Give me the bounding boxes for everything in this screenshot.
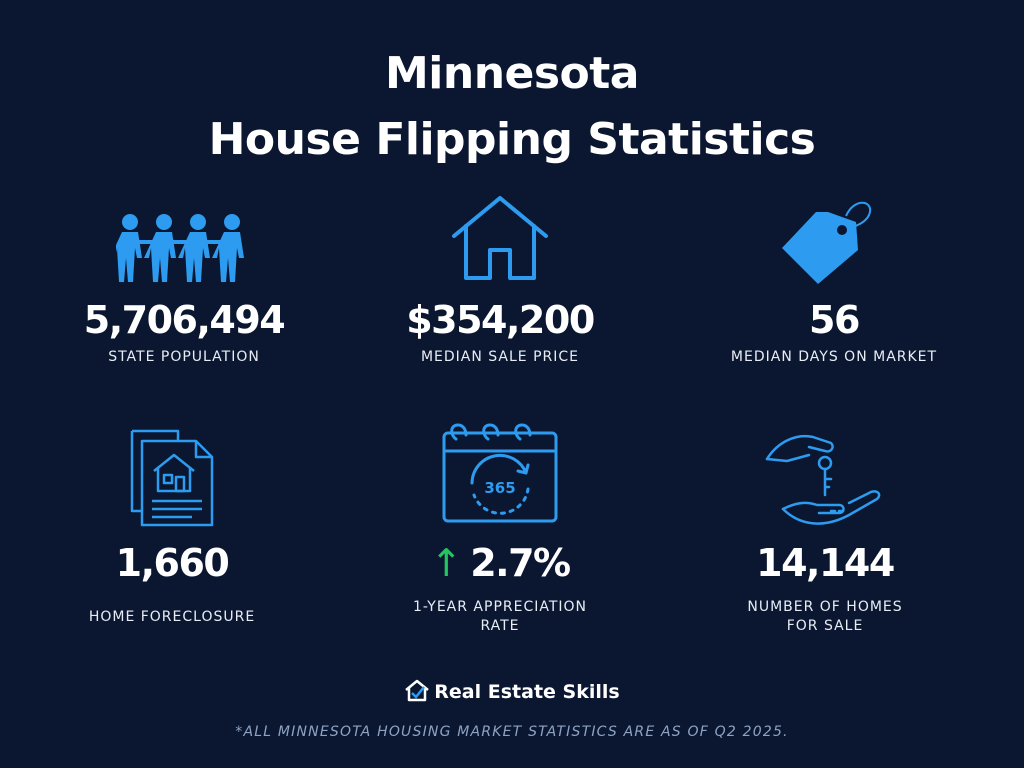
title-line-2: House Flipping Statistics [208,114,816,165]
brand-logo: Real Estate Skills [0,677,1024,707]
stat-label: 1-YEAR APPRECIATION RATE [412,599,588,634]
stat-label: MEDIAN DAYS ON MARKET [730,349,938,365]
stat-value: $354,200 [406,298,595,342]
price-tag-icon [782,201,872,284]
foreclosure-document-icon [130,429,214,527]
calendar-badge: 365 [484,479,515,497]
stat-homes-for-sale: 14,144 NUMBER OF HOMES FOR SALE [655,425,995,635]
stat-value: 56 [809,298,860,342]
stat-label: HOME FORECLOSURE [88,609,256,625]
hand-keys-icon [765,434,881,525]
stat-label: STATE POPULATION [108,349,260,365]
stat-value: 1,660 [115,541,230,585]
stat-median-days-on-market: 56 MEDIAN DAYS ON MARKET [664,200,1004,380]
stat-value: ↑ 2.7% [330,541,670,585]
up-arrow-icon: ↑ [430,541,463,585]
house-icon [452,196,548,280]
stat-label: NUMBER OF HOMES FOR SALE [747,599,903,634]
calendar-365-icon: 365 [442,423,558,523]
stat-median-sale-price: $354,200 MEDIAN SALE PRICE [330,196,670,380]
stat-home-foreclosure: 1,660 HOME FORECLOSURE [2,425,342,635]
house-check-icon [405,679,430,702]
stat-label: MEDIAN SALE PRICE [420,349,580,365]
stat-appreciation-rate: 365 ↑ 2.7% 1-YEAR APPRECIATION RATE [330,423,670,635]
brand-name: Real Estate Skills [434,681,620,703]
title-line-1: Minnesota [385,48,640,99]
stat-value: 14,144 [756,541,895,585]
stat-value: 5,706,494 [83,298,286,342]
footnote: *ALL MINNESOTA HOUSING MARKET STATISTICS… [235,724,789,740]
people-icon [116,214,244,282]
stat-state-population: 5,706,494 STATE POPULATION [14,200,354,380]
stat-value-text: 2.7% [470,541,571,585]
